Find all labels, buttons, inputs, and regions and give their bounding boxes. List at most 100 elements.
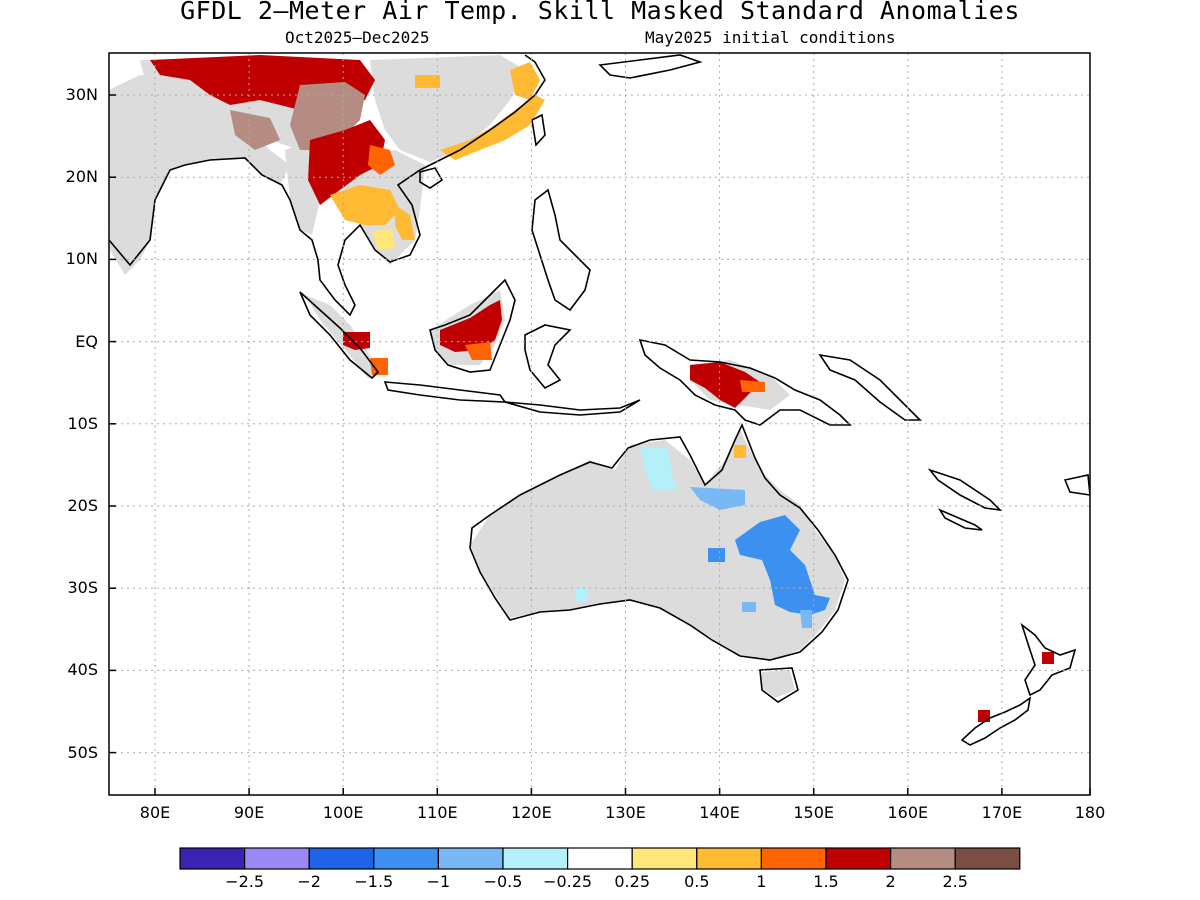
anomaly-nz-north <box>1042 652 1054 664</box>
lat-label: 50S <box>67 742 98 762</box>
anomaly-vietnam <box>395 205 415 240</box>
coast-philippines <box>531 188 591 312</box>
cold-anomalies <box>576 448 830 628</box>
coast-sumatra <box>299 291 380 380</box>
colorbar-label: 0.5 <box>684 872 710 891</box>
lon-label: 140E <box>699 803 740 822</box>
coast-lesser-sunda <box>504 399 641 416</box>
initial-conditions-label: May2025 initial conditions <box>645 28 896 47</box>
colorbar-swatch <box>631 847 698 870</box>
colorbar-swatch <box>889 847 956 870</box>
anomaly-new-guinea <box>690 362 760 408</box>
coast-java <box>383 381 507 403</box>
colorbar-swatch <box>179 847 246 870</box>
anomaly-inland <box>708 548 725 562</box>
coast-borneo <box>429 278 516 373</box>
lon-label: 130E <box>605 803 646 822</box>
coast-nz-south <box>960 696 1032 746</box>
colorbar-swatch <box>825 847 892 870</box>
anomaly-laos <box>368 145 395 175</box>
anomaly-java <box>370 358 388 375</box>
season-label: Oct2025—Dec2025 <box>285 28 430 47</box>
anomaly-thailand <box>330 185 400 225</box>
colorbar-swatch <box>244 847 310 870</box>
land-india <box>109 75 290 275</box>
lat-label: 30S <box>67 578 98 598</box>
coast-hainan <box>419 167 444 189</box>
colorbar-swatch <box>308 847 375 870</box>
anomaly-borneo-south <box>465 342 492 360</box>
colorbar-swatch <box>566 847 633 870</box>
land-sumatra <box>305 295 380 378</box>
coast-bismarck <box>818 353 922 421</box>
anomaly-east-china <box>510 62 540 100</box>
anomaly-cambodia <box>372 228 395 250</box>
anomaly-nz-south <box>978 710 990 722</box>
colorbar-label: −1.5 <box>354 872 394 891</box>
map-plot-area <box>109 53 1090 795</box>
lat-label: 10N <box>65 249 98 269</box>
coast-australia <box>469 422 849 661</box>
lon-label: 120E <box>511 803 552 822</box>
colorbar-label: −0.5 <box>483 872 523 891</box>
anomaly-nsw <box>800 610 812 628</box>
anomaly-inland-south <box>742 602 756 612</box>
map-title: GFDL 2—Meter Air Temp. Skill Masked Stan… <box>180 0 1020 25</box>
anomaly-yunnan <box>308 120 385 205</box>
colorbar-label: −2.5 <box>225 872 265 891</box>
colorbar-swatch <box>373 847 439 870</box>
colorbar-label: −2 <box>297 872 321 891</box>
anomaly-new-guinea-east <box>740 380 765 392</box>
lon-label: 100E <box>322 803 364 822</box>
colorbar-label: −1 <box>426 872 451 891</box>
lat-lon-grid <box>109 53 1090 795</box>
coast-nz-north <box>1020 622 1077 697</box>
colorbar <box>179 847 1021 870</box>
colorbar-swatch <box>954 847 1021 870</box>
lat-label: 40S <box>67 660 98 680</box>
colorbar-label: 2.5 <box>942 872 968 891</box>
coast-tasmania <box>759 667 799 703</box>
coast-solomons <box>927 468 1003 512</box>
colorbar-swatch <box>502 847 569 870</box>
lon-label: 90E <box>233 803 265 822</box>
axis-ticks <box>109 94 1091 795</box>
colorbar-swatch <box>760 847 827 870</box>
coast-asia-mainland <box>109 54 546 317</box>
anomaly-arnhem <box>640 448 678 490</box>
anomaly-queensland <box>735 515 830 615</box>
coast-vanuatu <box>937 508 983 531</box>
colorbar-label: 0.25 <box>614 872 650 891</box>
lat-label: EQ <box>75 331 98 351</box>
land-china <box>370 55 525 162</box>
lon-label: 110E <box>416 803 458 822</box>
colorbar-label: 1 <box>756 872 767 891</box>
warm-anomalies <box>150 55 1054 722</box>
colorbar-label: 1.5 <box>813 872 839 891</box>
lat-label: 10S <box>67 413 98 433</box>
colorbar-label: 2 <box>885 872 896 891</box>
anomaly-sumatra <box>343 332 370 350</box>
colorbar-label: −0.25 <box>543 872 593 891</box>
lat-label: 20S <box>67 496 98 515</box>
colorbar-swatch <box>696 847 762 870</box>
coast-sulawesi <box>524 324 572 390</box>
lon-label: 160E <box>887 803 929 822</box>
coast-japan <box>598 54 703 79</box>
colorbar-swatch <box>437 847 504 870</box>
anomaly-cape-york <box>734 445 746 458</box>
lat-label: 30N <box>65 85 98 104</box>
coastlines <box>109 54 1090 746</box>
lon-label: 80E <box>139 803 171 822</box>
anomaly-central-china <box>415 75 440 88</box>
lon-label: 150E <box>793 803 835 822</box>
anomaly-gulf <box>690 487 745 510</box>
anomaly-himalaya <box>230 110 280 150</box>
land-tasmania <box>762 670 795 698</box>
lon-label: 170E <box>981 803 1023 822</box>
anomaly-south-coast <box>576 588 588 602</box>
anomaly-borneo <box>440 300 502 352</box>
lon-label: 180 <box>1074 803 1106 822</box>
coast-taiwan <box>531 113 546 147</box>
